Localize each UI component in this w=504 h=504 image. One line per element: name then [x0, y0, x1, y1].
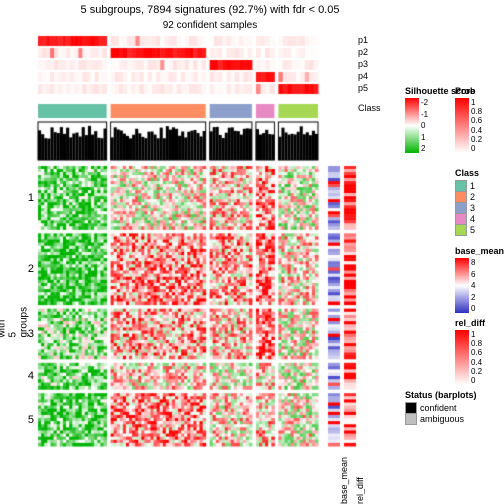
legend-2: Class12345	[455, 168, 479, 235]
row-group-label: 1	[20, 192, 34, 204]
top-anno-label: p2	[358, 47, 368, 57]
row-group-label: 3	[20, 328, 34, 340]
side-col-label: base_mean	[339, 457, 349, 504]
legend-5: Status (barplots)confidentambiguous	[405, 390, 477, 424]
top-anno-label: p5	[358, 83, 368, 93]
legend-1: Prob10.80.60.40.20	[455, 86, 476, 153]
legend-4: rel_diff10.80.60.40.20	[455, 318, 485, 385]
side-col-label: rel_diff	[355, 477, 365, 504]
legend-3: base_mean86420	[455, 246, 504, 313]
top-anno-label: p3	[358, 59, 368, 69]
top-anno-label: p4	[358, 71, 368, 81]
top-anno-label: p1	[358, 35, 368, 45]
row-group-label: 4	[20, 370, 34, 382]
top-anno-label: Class	[358, 103, 381, 113]
heatmap-canvas	[0, 0, 504, 504]
row-group-label: 2	[20, 263, 34, 275]
row-group-label: 5	[20, 414, 34, 426]
